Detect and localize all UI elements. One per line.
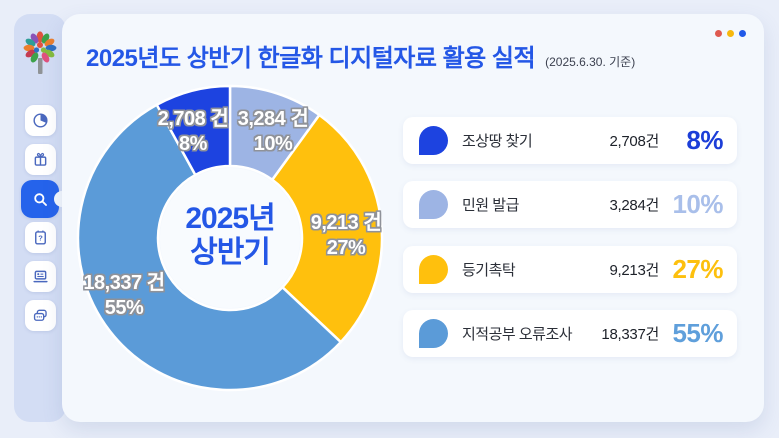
sidebar-item-search[interactable]: [21, 180, 59, 218]
donut-chart: [76, 84, 384, 392]
legend-row-deunggi: 등기촉탁 9,213건 27%: [403, 246, 737, 293]
legend-value: 2,708건: [609, 133, 659, 150]
window-dot-yellow[interactable]: [727, 30, 734, 37]
sidebar-item-gift[interactable]: [25, 144, 56, 175]
window-dot-red[interactable]: [715, 30, 722, 37]
slice-label-minwon: 3,284 건 10%: [237, 108, 309, 155]
legend-value: 9,213건: [609, 262, 659, 279]
sidebar-item-stats[interactable]: [25, 105, 56, 136]
legend-row-minwon: 민원 발급 3,284건 10%: [403, 181, 737, 228]
pie-chart-icon: [33, 113, 48, 128]
legend-percent: 27%: [672, 254, 723, 284]
slice-label-jijeok: 18,337 건 55%: [83, 272, 165, 319]
laptop-icon: [33, 270, 48, 283]
donut-slice: [155, 84, 232, 177]
donut-chart-area: [75, 83, 385, 393]
legend-label: 등기촉탁: [462, 262, 516, 279]
legend-percent: 8%: [686, 125, 723, 155]
teardrop-marker-icon: [419, 190, 448, 219]
header: 2025년도 상반기 한글화 디지털자료 활용 실적 (2025.6.30. 기…: [86, 38, 635, 73]
legend-percent: 10%: [672, 189, 723, 219]
window-dot-blue[interactable]: [739, 30, 746, 37]
sidebar-item-computer[interactable]: [25, 261, 56, 292]
window-controls: [715, 30, 746, 37]
sidebar-item-chat[interactable]: [25, 300, 56, 331]
legend-value: 18,337건: [601, 326, 659, 343]
gift-icon: [34, 152, 47, 166]
donut-slice: [271, 113, 384, 344]
teardrop-marker-icon: [419, 255, 448, 284]
donut-center-label: 2025년 상반기: [185, 202, 275, 269]
slice-label-deunggi: 9,213 건 27%: [310, 212, 382, 259]
legend-label: 지적공부 오류조사: [462, 326, 573, 343]
teardrop-marker-icon: [419, 319, 448, 348]
sidebar-item-help-notes[interactable]: ?: [25, 222, 56, 253]
legend-label: 민원 발급: [462, 197, 519, 214]
slice-label-josangttang: 2,708 건 8%: [157, 108, 229, 155]
page-subtitle: (2025.6.30. 기준): [545, 55, 636, 69]
note-question-icon: ?: [35, 230, 46, 245]
svg-text:?: ?: [38, 234, 43, 243]
page-title: 2025년도 상반기 한글화 디지털자료 활용 실적: [86, 45, 536, 72]
legend-label: 조상땅 찾기: [462, 133, 533, 150]
donut-slice: [76, 103, 343, 392]
legend-percent: 55%: [672, 318, 723, 348]
chat-icon: [33, 309, 47, 321]
tree-logo: [23, 31, 57, 74]
search-icon: [33, 192, 47, 206]
legend-value: 3,284건: [609, 197, 659, 214]
main-window: 2025년도 상반기 한글화 디지털자료 활용 실적 (2025.6.30. 기…: [62, 14, 764, 422]
legend-row-jijeok: 지적공부 오류조사 18,337건 55%: [403, 310, 737, 357]
legend-row-josangttang: 조상땅 찾기 2,708건 8%: [403, 117, 737, 164]
sidebar: [14, 14, 66, 422]
teardrop-marker-icon: [419, 126, 448, 155]
